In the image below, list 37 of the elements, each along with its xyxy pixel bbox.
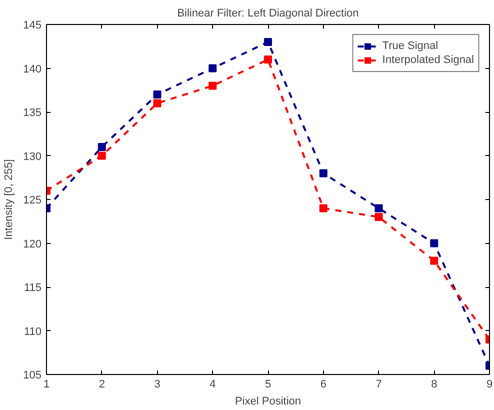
point (374, 213, 383, 221)
y-tick-label: 145 (23, 20, 42, 32)
y-tick-label: 140 (23, 63, 42, 76)
x-tick-label: 2 (98, 378, 105, 390)
point (264, 38, 272, 46)
x-tick-label: 5 (264, 378, 272, 390)
x-axis-title: Pixel Position (234, 396, 302, 408)
y-tick-label: 125 (23, 194, 42, 206)
x-tick-label: 4 (210, 378, 216, 390)
legend-label: True Signal (382, 39, 438, 53)
y-tick-label: 115 (24, 282, 42, 294)
point (98, 143, 106, 151)
point (208, 82, 217, 90)
y-tick-label: 105 (23, 370, 42, 382)
point (319, 204, 328, 212)
x-tick-label: 8 (431, 378, 438, 390)
point (153, 90, 162, 98)
y-tick-label: 130 (23, 150, 42, 163)
point (264, 56, 272, 64)
point (374, 204, 383, 212)
point (319, 169, 328, 178)
legend-label: Interpolated Signal (382, 53, 474, 67)
chart-title: Bilinear Filter: Left Diagonal Direction (177, 8, 359, 20)
x-tick-label: 3 (154, 378, 160, 390)
x-tick-label: 1 (43, 378, 50, 390)
point (430, 256, 438, 265)
point (430, 239, 438, 248)
y-tick-label: 135 (23, 107, 42, 119)
point (208, 64, 217, 72)
y-axis-title: Intensity [0, 255] (3, 159, 16, 240)
x-tick-label: 9 (486, 378, 493, 390)
point (153, 99, 162, 108)
point (98, 152, 106, 160)
y-tick-label: 120 (23, 238, 42, 250)
x-tick-label: 6 (320, 378, 326, 390)
x-tick-label: 7 (376, 378, 382, 390)
y-tick-label: 110 (24, 326, 42, 338)
